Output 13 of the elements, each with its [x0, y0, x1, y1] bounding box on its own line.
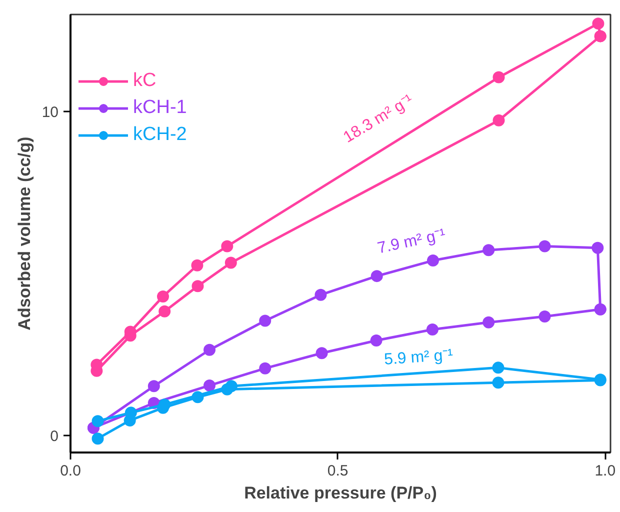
y-tick-label: 0 — [50, 428, 58, 445]
x-tick-label: 1.0 — [594, 462, 616, 480]
annotation: 5.9 m² g⁻¹ — [384, 346, 454, 369]
annotation: 7.9 m² g⁻¹ — [376, 226, 448, 258]
legend-label: kCH-1 — [133, 97, 187, 119]
y-axis-title: Adsorbed volume (cc/g) — [14, 136, 34, 330]
legend-label: kC — [133, 70, 156, 92]
legend-label: kCH-2 — [133, 124, 187, 146]
y-tick-label: 10 — [42, 104, 59, 122]
x-axis-title: Relative pressure (P/P₀) — [244, 484, 437, 502]
x-tick-label: 0.0 — [60, 462, 81, 480]
annotation: 18.3 m² g⁻¹ — [340, 92, 416, 146]
x-tick-label: 0.5 — [327, 462, 348, 480]
